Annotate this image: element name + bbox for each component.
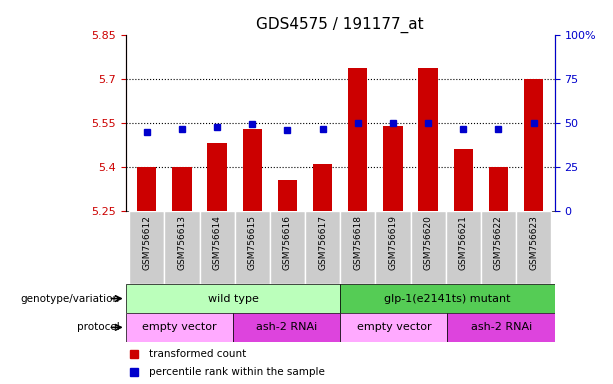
Text: GSM756612: GSM756612 xyxy=(142,215,151,270)
Bar xyxy=(270,211,305,284)
Text: GSM756620: GSM756620 xyxy=(424,215,433,270)
Bar xyxy=(278,180,297,211)
Title: GDS4575 / 191177_at: GDS4575 / 191177_at xyxy=(256,17,424,33)
Text: empty vector: empty vector xyxy=(142,322,216,333)
Bar xyxy=(340,284,555,313)
Text: GSM756619: GSM756619 xyxy=(389,215,397,270)
Text: GSM756618: GSM756618 xyxy=(353,215,362,270)
Bar xyxy=(207,144,227,211)
Bar xyxy=(126,284,340,313)
Bar xyxy=(172,167,192,211)
Bar xyxy=(383,126,403,211)
Bar xyxy=(199,211,235,284)
Bar xyxy=(129,211,164,284)
Bar xyxy=(419,68,438,211)
Bar xyxy=(411,211,446,284)
Text: GSM756615: GSM756615 xyxy=(248,215,257,270)
Text: glp-1(e2141ts) mutant: glp-1(e2141ts) mutant xyxy=(384,293,511,304)
Text: genotype/variation: genotype/variation xyxy=(20,293,120,304)
Bar xyxy=(305,211,340,284)
Bar xyxy=(233,313,340,342)
Bar xyxy=(313,164,332,211)
Text: GSM756617: GSM756617 xyxy=(318,215,327,270)
Text: GSM756622: GSM756622 xyxy=(494,215,503,270)
Bar xyxy=(489,167,508,211)
Bar xyxy=(235,211,270,284)
Text: ash-2 RNAi: ash-2 RNAi xyxy=(256,322,317,333)
Bar xyxy=(243,129,262,211)
Text: GSM756614: GSM756614 xyxy=(213,215,222,270)
Bar xyxy=(447,313,555,342)
Bar xyxy=(340,211,375,284)
Text: empty vector: empty vector xyxy=(357,322,431,333)
Text: GSM756623: GSM756623 xyxy=(529,215,538,270)
Bar xyxy=(164,211,199,284)
Text: protocol: protocol xyxy=(77,322,120,333)
Text: transformed count: transformed count xyxy=(150,349,246,359)
Bar xyxy=(126,313,233,342)
Text: ash-2 RNAi: ash-2 RNAi xyxy=(471,322,531,333)
Bar xyxy=(516,211,551,284)
Bar xyxy=(524,79,543,211)
Bar xyxy=(375,211,411,284)
Bar xyxy=(454,149,473,211)
Text: GSM756613: GSM756613 xyxy=(177,215,186,270)
Bar xyxy=(446,211,481,284)
Text: wild type: wild type xyxy=(208,293,258,304)
Text: percentile rank within the sample: percentile rank within the sample xyxy=(150,366,325,377)
Bar xyxy=(348,68,367,211)
Text: GSM756616: GSM756616 xyxy=(283,215,292,270)
Text: GSM756621: GSM756621 xyxy=(459,215,468,270)
Bar xyxy=(137,167,156,211)
Bar xyxy=(340,313,447,342)
Bar xyxy=(481,211,516,284)
